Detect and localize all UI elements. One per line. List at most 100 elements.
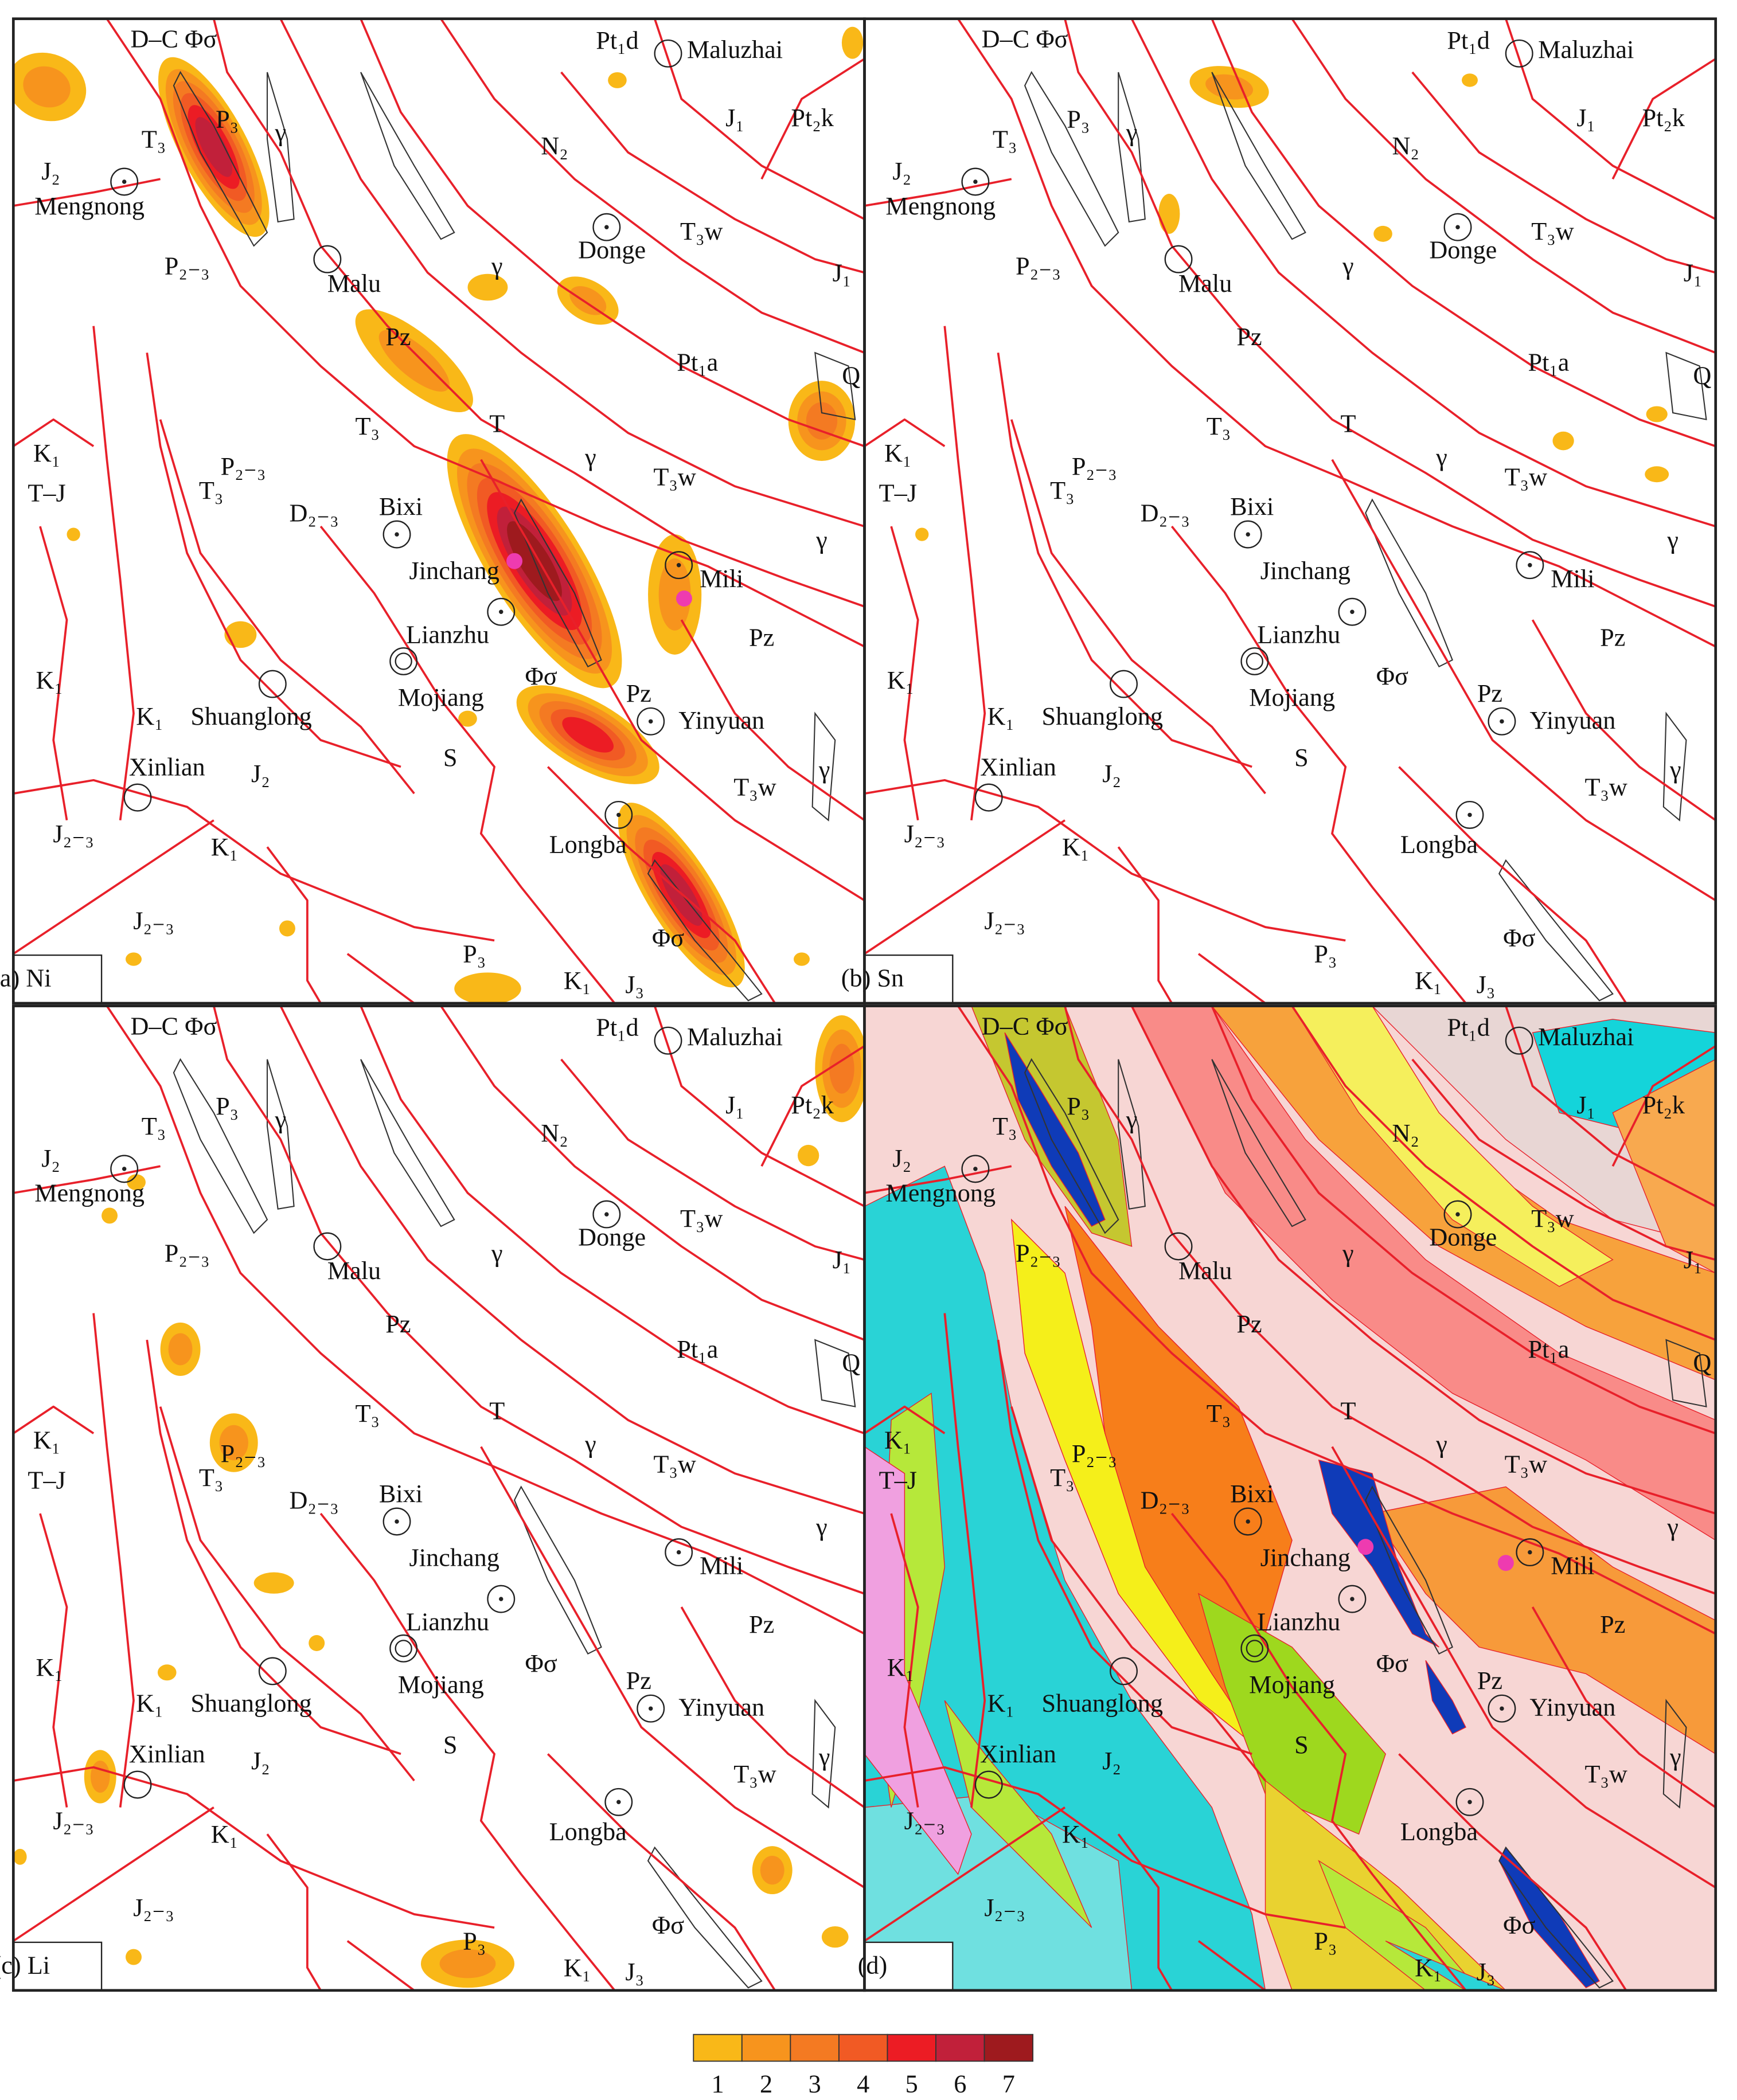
town-symbol <box>604 800 633 829</box>
map-label: Malu <box>1178 1257 1232 1285</box>
map-label: T₃w <box>733 773 776 801</box>
map-label: T₃w <box>1505 463 1547 491</box>
map-label: T₃w <box>680 1205 723 1233</box>
legend-swatch <box>887 2033 936 2062</box>
fault <box>653 18 865 220</box>
geologic-unit <box>1197 1593 1386 1835</box>
geologic-boundary <box>814 1339 856 1407</box>
map-label: T₃ <box>199 476 223 505</box>
town-dot <box>1528 1550 1532 1555</box>
fault <box>360 18 865 448</box>
map-label: S <box>443 1731 458 1759</box>
map-label: Longba <box>1400 1817 1478 1845</box>
map-label: N₂ <box>541 1119 568 1147</box>
fault <box>159 419 415 795</box>
map-label: Q <box>842 1349 860 1377</box>
map-content: D–C Φσ Pt₁d Maluzhai J₁ Pt₂k P₃ γ N₂ T₃ J₂ Mengnon… <box>13 18 865 1003</box>
fault <box>957 18 1716 648</box>
map-label: T₃ <box>993 1112 1017 1140</box>
map-label: N₂ <box>1392 132 1419 160</box>
town-symbol <box>123 783 152 812</box>
town-symbol <box>654 1026 682 1055</box>
geologic-boundary <box>173 71 268 247</box>
geologic-boundary <box>1365 1485 1454 1655</box>
anomaly-zone <box>168 1333 193 1366</box>
map-label: T–J <box>28 479 65 507</box>
fault <box>864 1405 946 1434</box>
map-label: D–C Φσ <box>982 1012 1068 1040</box>
geologic-boundary <box>360 1059 455 1227</box>
fault <box>1064 18 1716 608</box>
fault <box>13 418 95 447</box>
map-label: K₁ <box>564 967 591 995</box>
panel-label: (c) Li <box>0 1951 50 1979</box>
fault <box>13 819 214 955</box>
geologic-boundary <box>1024 1058 1119 1234</box>
town-symbol <box>961 167 990 196</box>
map-label: γ <box>1126 119 1138 147</box>
anomaly-zone <box>454 972 521 1003</box>
map-label: Mengnong <box>885 1179 996 1207</box>
fault <box>1211 18 1716 448</box>
map-panel: D–C Φσ Pt₁d Maluzhai J₁ Pt₂k P₃ γ N₂ T₃ J₂ Mengnon… <box>841 17 1718 1005</box>
town-dot <box>1350 609 1355 614</box>
map-label: Mojiang <box>398 1671 484 1699</box>
geologic-boundary <box>814 351 856 421</box>
map-label: Lianzhu <box>1257 1608 1340 1636</box>
fault <box>1117 1833 1173 1990</box>
fault <box>864 1806 1066 1942</box>
map-label: Pt₂k <box>1642 1091 1685 1119</box>
legend-swatch <box>935 2033 985 2062</box>
map-label: T₃w <box>1584 1760 1627 1788</box>
geologic-boundary <box>266 1059 295 1210</box>
map-label: J₁ <box>1576 1091 1595 1119</box>
town-symbol <box>1234 520 1262 549</box>
town-symbol <box>637 707 665 736</box>
map-label: P₃ <box>216 1092 239 1120</box>
fault <box>266 846 322 1003</box>
map-label: T₃ <box>356 412 380 440</box>
anomaly-zone <box>195 117 233 177</box>
geologic-unit <box>1371 1486 1716 1755</box>
geologic-boundary <box>173 1058 268 1234</box>
anomaly-zone <box>841 26 864 59</box>
map-label: T₃w <box>733 1760 776 1788</box>
anomaly-zone <box>439 1949 496 1978</box>
map-label: γ <box>1669 756 1681 784</box>
map-label: K₁ <box>36 1653 63 1681</box>
map-label: Pz <box>385 1310 411 1338</box>
geologic-boundary <box>513 1485 602 1655</box>
map-label: K₁ <box>1415 1954 1442 1982</box>
anomaly-zone <box>798 1144 819 1167</box>
anomaly-zone <box>1462 73 1478 87</box>
fault <box>997 1339 1252 1755</box>
legend-label: 3 <box>809 2070 821 2098</box>
fault <box>1211 1006 1716 1434</box>
map-label: γ <box>584 1430 596 1458</box>
map-label: Mojiang <box>1249 683 1335 711</box>
map-label: K₁ <box>136 702 163 730</box>
town-symbol <box>1164 1232 1193 1261</box>
fault <box>212 18 865 608</box>
map-label: Jinchang <box>409 557 499 585</box>
map-label: Maluzhai <box>1538 36 1634 64</box>
anomaly-zone <box>90 1761 110 1793</box>
anomaly-zone <box>458 710 477 727</box>
town-symbol <box>637 1694 665 1723</box>
map-label: P₃ <box>1314 1927 1337 1955</box>
town-symbol <box>487 1585 516 1613</box>
anomaly-zone <box>67 527 80 541</box>
town-symbol <box>110 167 139 196</box>
map-label: K₁ <box>887 1653 914 1681</box>
town-dot <box>1500 719 1504 724</box>
fault <box>560 71 865 274</box>
map-label: Pt₁a <box>677 1335 718 1363</box>
map-label: Pz <box>385 323 411 351</box>
map-label: P₃ <box>1314 940 1337 968</box>
map-label: D₂₋₃ <box>1141 499 1190 527</box>
map-label: T₃w <box>1505 1450 1547 1479</box>
map-label: Pt₁a <box>1528 1335 1569 1363</box>
anomaly-zone <box>1158 193 1180 234</box>
anomaly-zone <box>102 1207 118 1224</box>
map-label: Shuanglong <box>190 702 311 730</box>
